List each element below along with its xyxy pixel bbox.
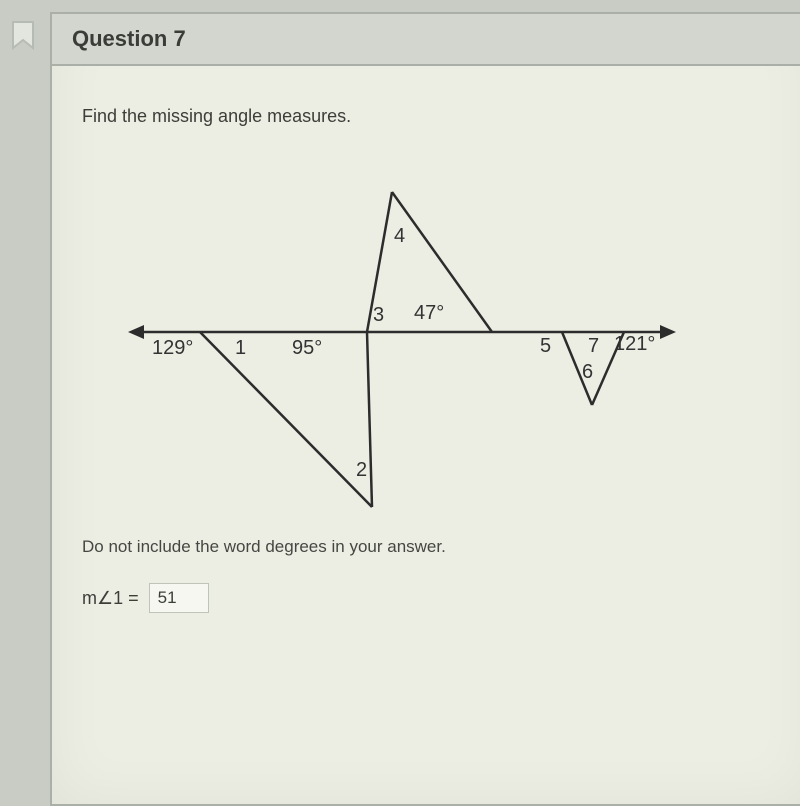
label-121: 121°: [614, 333, 655, 356]
question-title: Question 7: [72, 26, 792, 52]
label-5: 5: [540, 335, 551, 358]
label-47: 47°: [414, 302, 444, 325]
label-95: 95°: [292, 337, 322, 360]
label-4: 4: [394, 225, 405, 248]
answer-input[interactable]: 51: [149, 583, 209, 613]
label-129: 129°: [152, 337, 193, 360]
answer-row: m∠1 = 51: [82, 583, 782, 613]
label-7: 7: [588, 335, 599, 358]
label-3: 3: [373, 304, 384, 327]
answer-label: m∠1 =: [82, 588, 139, 609]
question-content: Find the missing angle measures. 129°: [52, 66, 800, 623]
label-2: 2: [356, 459, 367, 482]
instruction-note: Do not include the word degrees in your …: [82, 537, 782, 557]
label-1: 1: [235, 337, 246, 360]
question-header: Question 7: [52, 14, 800, 66]
bookmark-icon: [10, 20, 36, 52]
angle-diagram: 129° 1 95° 3 47° 4 5 7 121° 6 2: [122, 147, 682, 527]
label-6: 6: [582, 361, 593, 384]
question-card: Question 7 Find the missing angle measur…: [50, 12, 800, 806]
question-prompt: Find the missing angle measures.: [82, 106, 782, 127]
